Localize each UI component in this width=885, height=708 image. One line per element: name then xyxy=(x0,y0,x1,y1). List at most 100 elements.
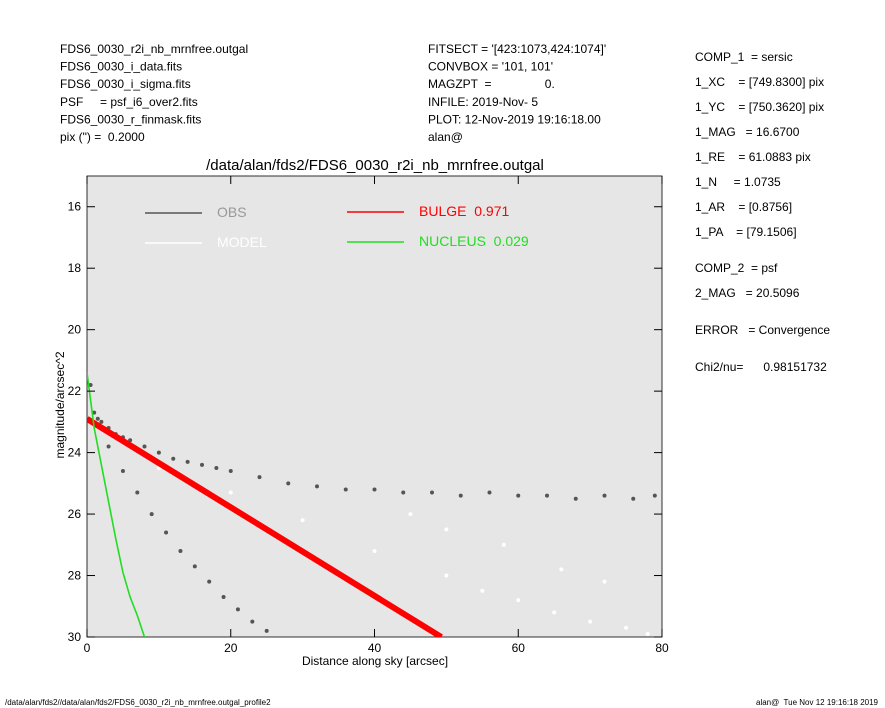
y-tick-label: 30 xyxy=(68,630,82,644)
marks xyxy=(87,372,657,637)
y-tick-label: 16 xyxy=(68,200,82,214)
data-point xyxy=(516,598,521,603)
header-left-line: FDS6_0030_r2i_nb_mrnfree.outgal xyxy=(60,42,248,56)
y-axis-label: magnitude/arcsec^2 xyxy=(53,351,67,458)
data-point xyxy=(178,548,183,553)
fit-parameter: Chi2/nu= 0.98151732 xyxy=(695,360,827,374)
data-point xyxy=(573,496,578,501)
header-left-line: FDS6_0030_r_finmask.fits xyxy=(60,112,201,126)
data-point xyxy=(602,493,607,498)
data-point xyxy=(343,487,348,492)
data-point xyxy=(372,487,377,492)
data-point xyxy=(588,619,593,624)
header-middle-line: PLOT: 12-Nov-2019 19:16:18.00 xyxy=(428,112,601,126)
data-point xyxy=(645,631,650,636)
data-point xyxy=(487,490,492,495)
y-tick-label: 18 xyxy=(68,261,82,275)
data-point xyxy=(430,490,434,495)
data-point xyxy=(185,459,190,464)
x-tick-label: 60 xyxy=(512,641,526,655)
legend-label: BULGE 0.971 xyxy=(419,203,509,219)
data-point xyxy=(200,462,204,467)
data-point xyxy=(221,595,226,600)
fit-parameter: 1_RE = 61.0883 pix xyxy=(695,150,811,164)
data-point xyxy=(250,619,255,624)
data-point xyxy=(552,610,557,615)
y-tick-label: 24 xyxy=(68,446,82,460)
data-point xyxy=(164,530,169,535)
data-point xyxy=(88,382,93,387)
data-point xyxy=(286,481,291,486)
data-point xyxy=(315,484,319,489)
data-point xyxy=(149,512,154,517)
data-point xyxy=(559,567,564,572)
fit-parameter: 1_MAG = 16.6700 xyxy=(695,125,800,139)
fit-parameter: COMP_2 = psf xyxy=(695,261,778,275)
legend-label: NUCLEUS 0.029 xyxy=(419,233,529,249)
header-left-line: FDS6_0030_i_sigma.fits xyxy=(60,77,191,91)
fit-parameter: 1_AR = [0.8756] xyxy=(695,200,792,214)
y-tick-label: 28 xyxy=(68,569,82,583)
y-tick-label: 20 xyxy=(68,323,82,337)
x-tick-label: 80 xyxy=(655,641,669,655)
fit-parameter: 1_PA = [79.1506] xyxy=(695,225,797,239)
data-point xyxy=(142,444,147,449)
data-point xyxy=(372,548,377,553)
data-point xyxy=(624,625,629,630)
header-middle-line: alan@ xyxy=(428,130,463,144)
plot-area xyxy=(86,175,663,638)
data-point xyxy=(401,490,406,495)
data-point xyxy=(135,490,140,495)
data-point xyxy=(92,410,97,415)
fit-parameter: ERROR = Convergence xyxy=(695,323,830,337)
profile-line xyxy=(87,416,443,637)
data-point xyxy=(444,527,449,532)
x-tick-label: 0 xyxy=(84,641,91,655)
header-middle-line: INFILE: 2019-Nov- 5 xyxy=(428,95,538,109)
data-point xyxy=(444,573,449,578)
data-point xyxy=(516,493,521,498)
data-point xyxy=(214,465,219,470)
data-point xyxy=(99,419,104,424)
y-tick-label: 22 xyxy=(68,384,82,398)
y-tick-label: 26 xyxy=(68,507,82,521)
profile-line xyxy=(87,372,146,637)
fit-parameter: 1_YC = [750.3620] pix xyxy=(695,100,824,114)
header-middle-line: CONVBOX = '101, 101' xyxy=(428,60,553,74)
header-left-line: FDS6_0030_i_data.fits xyxy=(60,60,182,74)
x-tick-label: 20 xyxy=(224,641,238,655)
data-point xyxy=(207,579,212,584)
data-point xyxy=(545,493,549,498)
data-point xyxy=(480,588,485,593)
data-point xyxy=(300,518,305,523)
header-middle-line: MAGZPT = 0. xyxy=(428,77,555,91)
header-left-line: PSF = psf_i6_over2.fits xyxy=(60,95,198,109)
header-left-line: pix (") = 0.2000 xyxy=(60,130,145,144)
chart-title: /data/alan/fds2/FDS6_0030_r2i_nb_mrnfree… xyxy=(206,157,544,174)
fit-parameter: COMP_1 = sersic xyxy=(695,50,793,64)
fit-parameter: 1_XC = [749.8300] pix xyxy=(695,75,824,89)
x-tick-label: 40 xyxy=(368,641,382,655)
data-point xyxy=(264,628,269,633)
footer-left: /data/alan/fds2//data/alan/fds2/FDS6_003… xyxy=(5,698,271,707)
data-point xyxy=(235,607,240,612)
fit-parameter: 1_N = 1.0735 xyxy=(695,175,781,189)
data-point xyxy=(408,512,413,517)
data-point xyxy=(120,469,125,474)
data-point xyxy=(257,475,262,480)
footer-right: alan@ Tue Nov 12 19:16:18 2019 xyxy=(756,698,879,707)
data-point xyxy=(228,490,233,495)
data-point xyxy=(228,469,233,474)
data-point xyxy=(602,579,607,584)
header-middle-line: FITSECT = '[423:1073,424:1074]' xyxy=(428,42,606,56)
data-point xyxy=(458,493,463,498)
data-point xyxy=(106,444,111,449)
legend-label: MODEL xyxy=(217,234,267,250)
fit-parameter: 2_MAG = 20.5096 xyxy=(695,286,800,300)
data-point xyxy=(501,542,506,547)
data-point xyxy=(95,416,100,421)
data-point xyxy=(192,564,197,569)
x-axis-label: Distance along sky [arcsec] xyxy=(302,654,448,668)
data-point xyxy=(652,493,657,498)
